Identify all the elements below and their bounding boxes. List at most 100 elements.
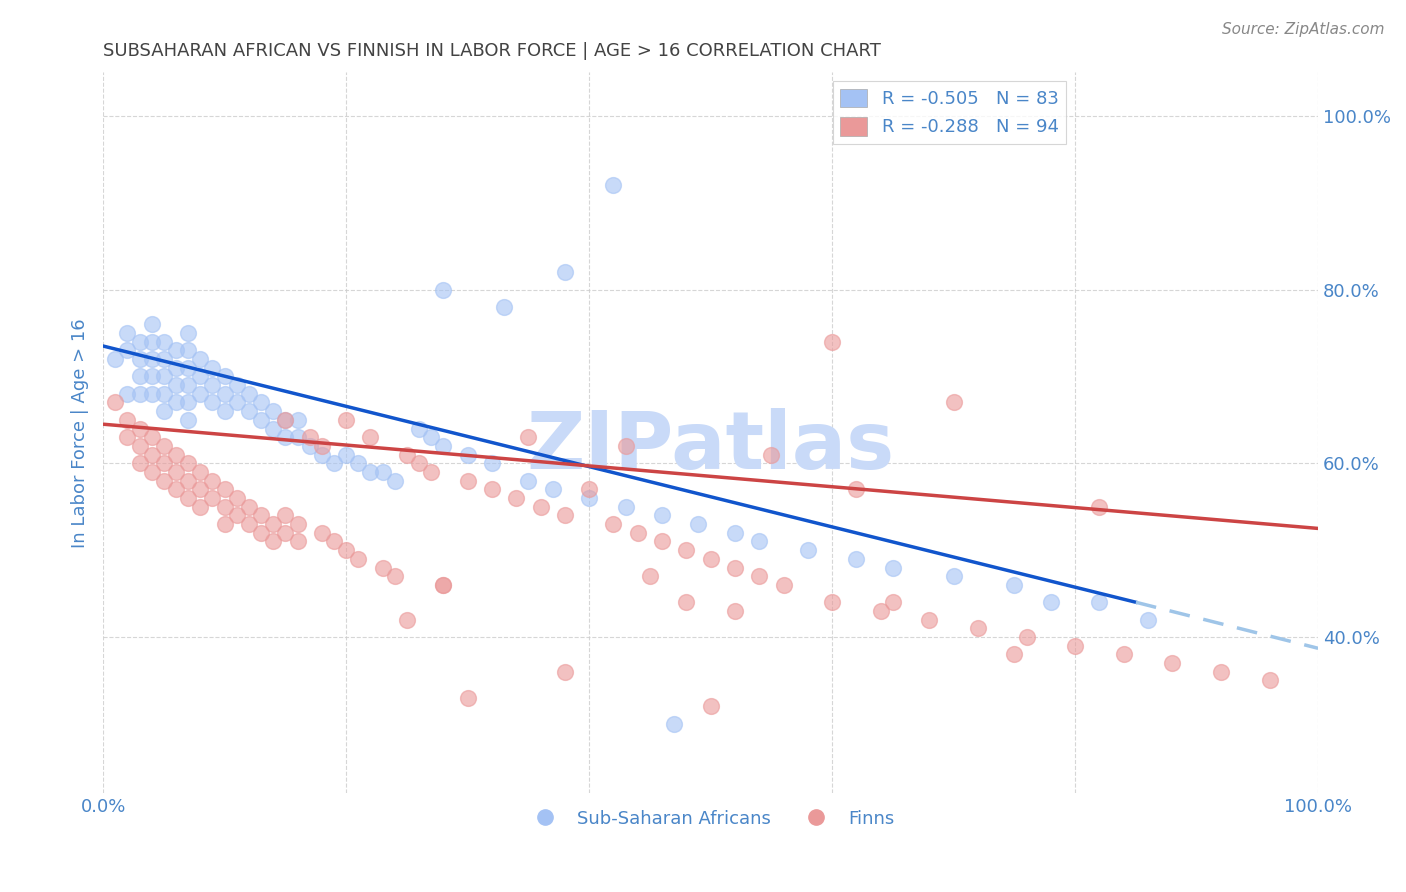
Point xyxy=(371,465,394,479)
Point xyxy=(481,456,503,470)
Point xyxy=(517,430,540,444)
Point xyxy=(481,483,503,497)
Point xyxy=(153,474,176,488)
Point xyxy=(165,483,187,497)
Text: SUBSAHARAN AFRICAN VS FINNISH IN LABOR FORCE | AGE > 16 CORRELATION CHART: SUBSAHARAN AFRICAN VS FINNISH IN LABOR F… xyxy=(103,42,882,60)
Point xyxy=(141,448,163,462)
Point xyxy=(359,430,381,444)
Point xyxy=(225,491,247,505)
Point xyxy=(1088,595,1111,609)
Point xyxy=(347,551,370,566)
Point xyxy=(287,413,309,427)
Point xyxy=(457,448,479,462)
Point xyxy=(1209,665,1232,679)
Point xyxy=(529,500,551,514)
Point xyxy=(128,352,150,367)
Point xyxy=(311,525,333,540)
Point xyxy=(117,430,139,444)
Point xyxy=(225,395,247,409)
Point xyxy=(165,395,187,409)
Point xyxy=(274,413,297,427)
Point xyxy=(262,517,284,532)
Point xyxy=(335,543,357,558)
Point xyxy=(651,534,673,549)
Point xyxy=(1064,639,1087,653)
Point xyxy=(274,430,297,444)
Point xyxy=(869,604,891,618)
Point xyxy=(408,421,430,435)
Point xyxy=(177,360,200,375)
Point xyxy=(395,448,418,462)
Point xyxy=(602,178,624,193)
Point xyxy=(104,395,127,409)
Point xyxy=(141,334,163,349)
Point xyxy=(1015,630,1038,644)
Point xyxy=(335,448,357,462)
Point xyxy=(188,500,211,514)
Point xyxy=(128,456,150,470)
Point xyxy=(141,318,163,332)
Point xyxy=(201,474,224,488)
Point xyxy=(298,439,321,453)
Point xyxy=(141,465,163,479)
Point xyxy=(845,483,868,497)
Point xyxy=(432,578,454,592)
Point xyxy=(761,448,783,462)
Point xyxy=(128,334,150,349)
Point xyxy=(748,569,770,583)
Point xyxy=(153,386,176,401)
Point xyxy=(262,421,284,435)
Point xyxy=(1039,595,1062,609)
Point xyxy=(287,430,309,444)
Point xyxy=(311,448,333,462)
Point xyxy=(153,352,176,367)
Point xyxy=(153,334,176,349)
Point xyxy=(274,413,297,427)
Point xyxy=(287,517,309,532)
Point xyxy=(214,369,236,384)
Point xyxy=(664,717,686,731)
Point xyxy=(177,474,200,488)
Text: Source: ZipAtlas.com: Source: ZipAtlas.com xyxy=(1222,22,1385,37)
Point xyxy=(675,595,697,609)
Point xyxy=(214,404,236,418)
Point xyxy=(578,491,600,505)
Point xyxy=(395,613,418,627)
Point xyxy=(323,534,346,549)
Point xyxy=(602,517,624,532)
Point xyxy=(141,386,163,401)
Point xyxy=(117,343,139,358)
Point xyxy=(177,326,200,340)
Point xyxy=(201,378,224,392)
Point xyxy=(554,508,576,523)
Point xyxy=(359,465,381,479)
Point xyxy=(250,413,273,427)
Point xyxy=(335,413,357,427)
Point xyxy=(505,491,527,505)
Point xyxy=(128,439,150,453)
Point xyxy=(188,465,211,479)
Point xyxy=(420,430,443,444)
Point xyxy=(724,560,747,574)
Point xyxy=(201,491,224,505)
Point xyxy=(384,569,406,583)
Point xyxy=(688,517,710,532)
Point xyxy=(177,378,200,392)
Point xyxy=(614,439,637,453)
Point xyxy=(128,369,150,384)
Point xyxy=(724,604,747,618)
Point xyxy=(882,560,904,574)
Point xyxy=(1112,648,1135,662)
Point xyxy=(128,421,150,435)
Point xyxy=(347,456,370,470)
Point xyxy=(201,395,224,409)
Point xyxy=(1137,613,1160,627)
Point xyxy=(165,378,187,392)
Point xyxy=(699,699,721,714)
Point xyxy=(177,343,200,358)
Point xyxy=(188,386,211,401)
Point xyxy=(238,500,260,514)
Point xyxy=(1258,673,1281,688)
Point xyxy=(797,543,820,558)
Point xyxy=(177,491,200,505)
